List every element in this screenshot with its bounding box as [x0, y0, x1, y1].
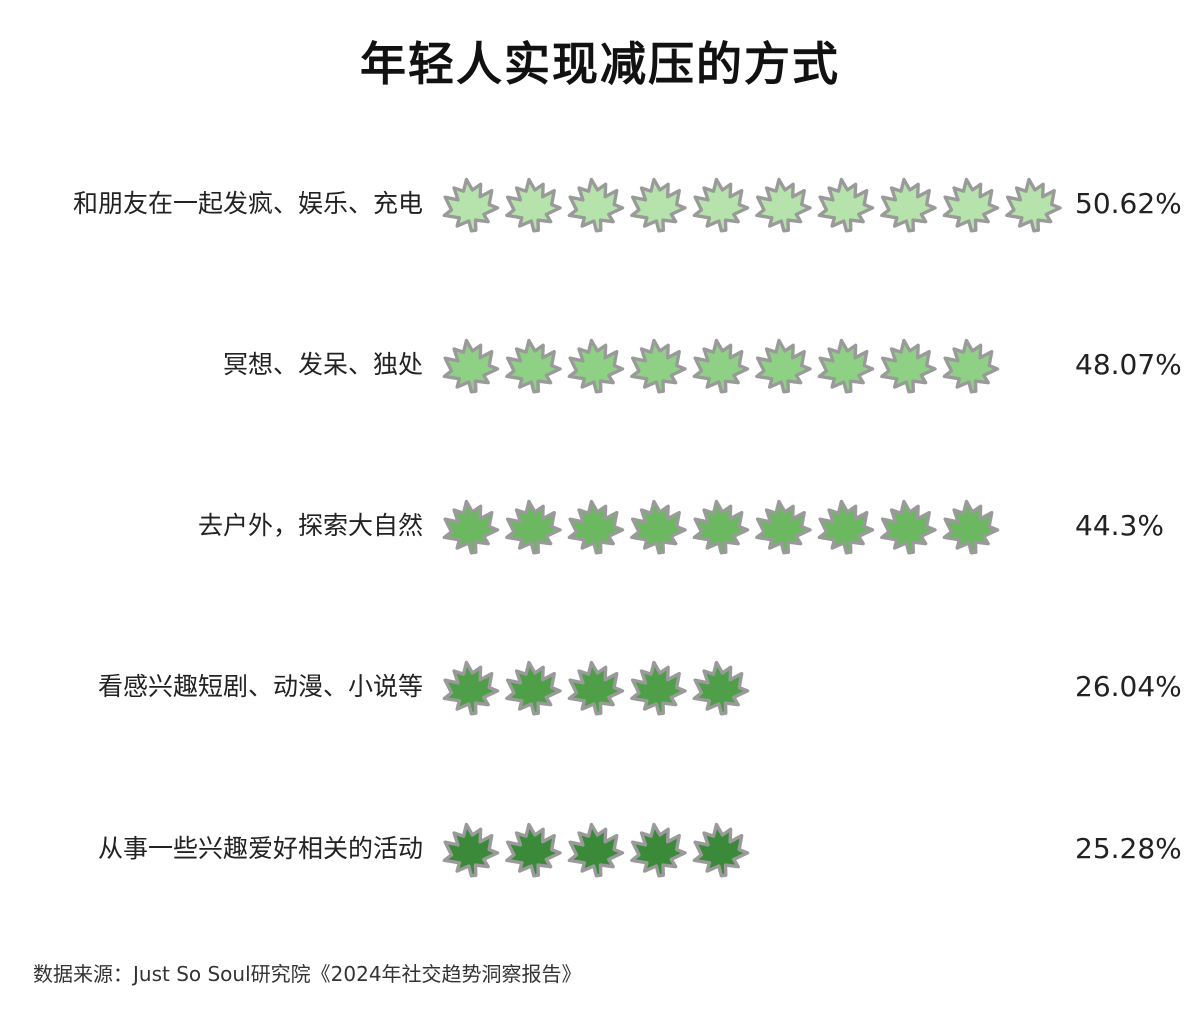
maple-leaf-icon: [567, 499, 625, 555]
value-label: 26.04%: [1075, 670, 1182, 703]
category-label: 冥想、发呆、独处: [223, 350, 423, 379]
value-label: 50.62%: [1075, 187, 1182, 220]
maple-leaf-icon: [755, 499, 812, 555]
source-note: 数据来源：Just So Soul研究院《2024年社交趋势洞察报告》: [33, 962, 582, 986]
maple-leaf-icon: [442, 177, 500, 233]
maple-leaf-icon: [1005, 177, 1062, 233]
value-label: 25.28%: [1075, 832, 1182, 865]
maple-leaf-icon: [692, 338, 750, 394]
maple-leaf-icon: [505, 660, 562, 716]
maple-leaf-icon: [817, 338, 875, 394]
category-label: 看感兴趣短剧、动漫、小说等: [98, 672, 423, 701]
maple-leaf-icon: [817, 177, 875, 233]
maple-leaf-icon: [880, 338, 937, 394]
maple-leaf-icon: [692, 822, 750, 878]
maple-leaf-icon: [505, 177, 562, 233]
maple-leaf-icon: [692, 660, 750, 716]
maple-leaf-icon: [942, 338, 1000, 394]
maple-leaf-icon: [505, 338, 562, 394]
maple-leaf-icon: [505, 499, 562, 555]
value-label: 44.3%: [1075, 509, 1164, 542]
chart-title: 年轻人实现减压的方式: [360, 37, 840, 91]
maple-leaf-icon: [692, 499, 750, 555]
maple-leaf-icon: [442, 822, 500, 878]
maple-leaf-icon: [630, 822, 687, 878]
maple-leaf-icon: [567, 177, 625, 233]
maple-leaf-icon: [442, 499, 500, 555]
maple-leaf-icon: [755, 177, 812, 233]
category-label: 从事一些兴趣爱好相关的活动: [98, 834, 423, 863]
category-label: 去户外，探索大自然: [198, 511, 423, 540]
maple-leaf-icon: [442, 338, 500, 394]
maple-leaf-icon: [692, 177, 750, 233]
maple-leaf-icon: [942, 499, 1000, 555]
category-label: 和朋友在一起发疯、娱乐、充电: [73, 189, 423, 218]
maple-leaf-icon: [755, 338, 812, 394]
maple-leaf-icon: [567, 822, 625, 878]
value-label: 48.07%: [1075, 348, 1182, 381]
maple-leaf-icon: [567, 338, 625, 394]
maple-leaf-icon: [942, 177, 1000, 233]
maple-leaf-icon: [630, 177, 687, 233]
maple-leaf-icon: [630, 338, 687, 394]
maple-leaf-icon: [567, 660, 625, 716]
maple-leaf-icon: [630, 499, 687, 555]
maple-leaf-icon: [442, 660, 500, 716]
maple-leaf-icon: [880, 499, 937, 555]
maple-leaf-icon: [817, 499, 875, 555]
maple-leaf-icon: [880, 177, 937, 233]
maple-leaf-icon: [505, 822, 562, 878]
maple-leaf-icon: [630, 660, 687, 716]
